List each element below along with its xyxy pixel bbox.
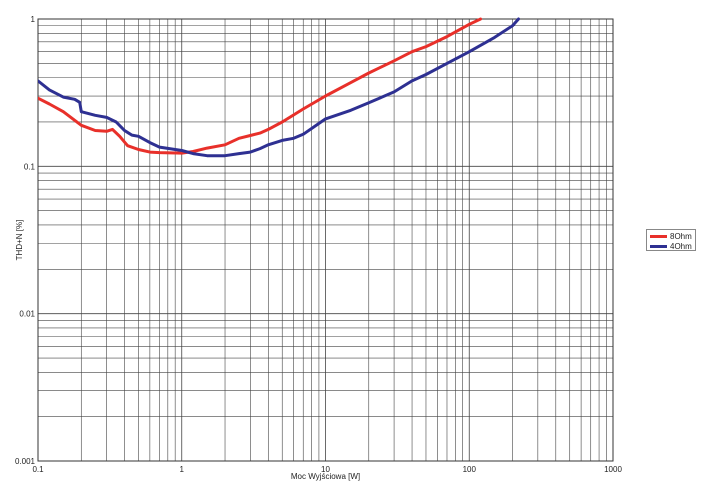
x-tick-label: 10 bbox=[321, 465, 330, 474]
legend-swatch-4ohm bbox=[650, 244, 667, 248]
x-tick-label: 1000 bbox=[604, 465, 622, 474]
x-axis-label: Moc Wyjściowa [W] bbox=[291, 472, 360, 481]
chart-grid bbox=[37, 18, 614, 462]
chart-legend: 8Ohm 4Ohm bbox=[646, 229, 696, 251]
y-tick-label: 0.01 bbox=[19, 310, 35, 319]
y-axis-label: THD+N [%] bbox=[15, 220, 24, 261]
x-tick-label: 0.1 bbox=[32, 465, 44, 474]
legend-label-8ohm: 8Ohm bbox=[670, 231, 692, 241]
y-tick-label: 0.1 bbox=[24, 162, 36, 171]
y-tick-label: 0.001 bbox=[15, 457, 36, 466]
legend-item-4ohm: 4Ohm bbox=[650, 241, 692, 251]
series-line-4ohm bbox=[38, 17, 520, 158]
chart-series bbox=[38, 17, 520, 158]
legend-swatch-8ohm bbox=[650, 234, 667, 238]
x-tick-label: 100 bbox=[463, 465, 477, 474]
chart-ticks: 0.1 1 10 100 1000 0.001 0.01 0.1 1 bbox=[15, 15, 622, 474]
x-tick-label: 1 bbox=[180, 465, 185, 474]
series-line-8ohm bbox=[38, 17, 483, 155]
plot-frame bbox=[37, 18, 614, 462]
legend-item-8ohm: 8Ohm bbox=[650, 231, 692, 241]
y-tick-label: 1 bbox=[31, 15, 36, 24]
legend-label-4ohm: 4Ohm bbox=[670, 241, 692, 251]
